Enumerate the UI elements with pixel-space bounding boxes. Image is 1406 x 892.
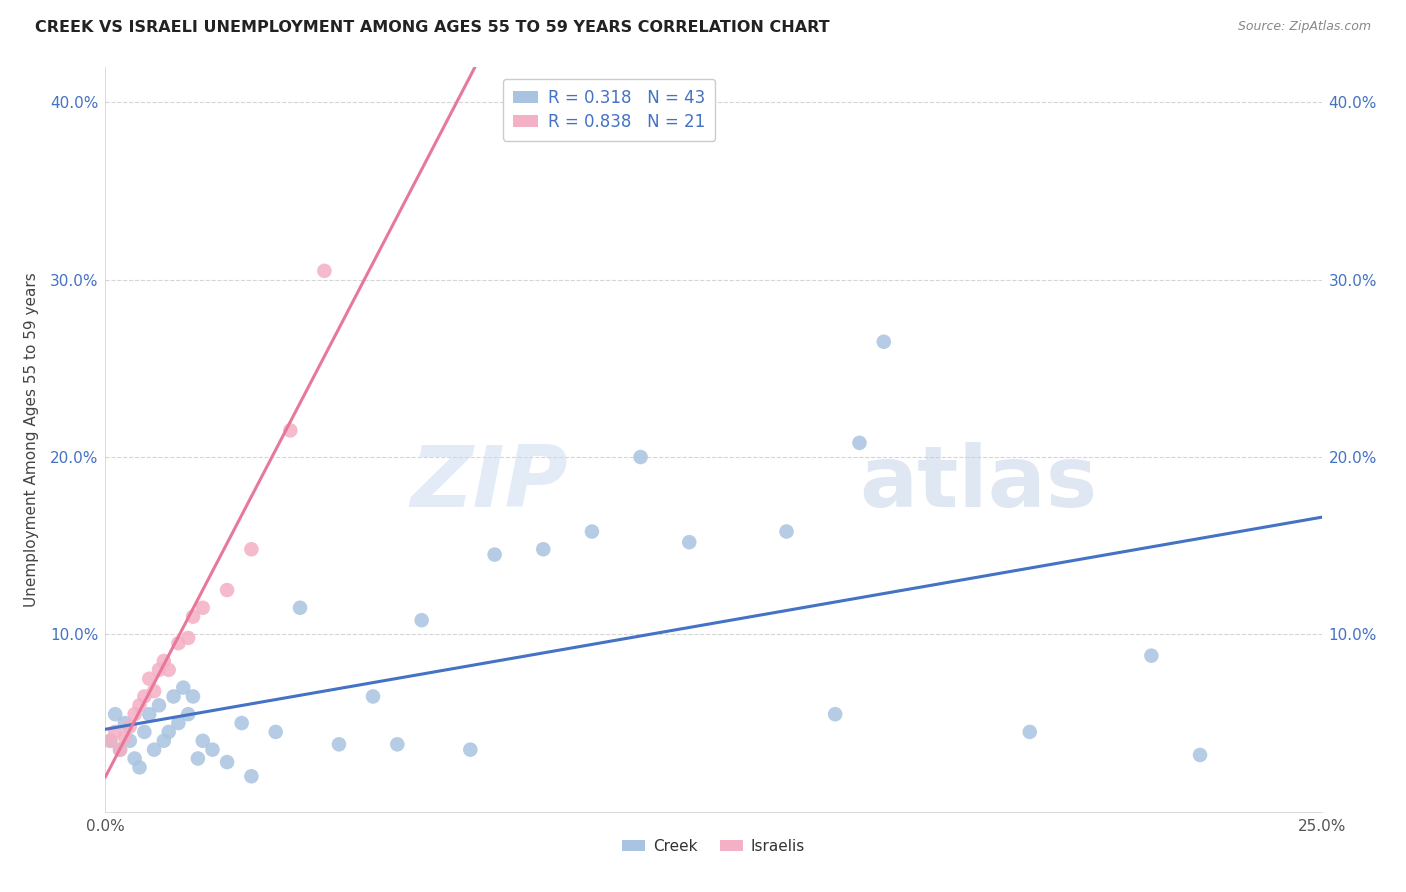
Point bbox=[361, 690, 384, 704]
Point bbox=[124, 707, 146, 722]
Point bbox=[128, 760, 150, 774]
Point bbox=[157, 725, 180, 739]
Point bbox=[143, 684, 166, 698]
Point bbox=[134, 690, 156, 704]
Point bbox=[124, 751, 146, 765]
Point bbox=[264, 725, 287, 739]
Point bbox=[114, 730, 136, 744]
Point bbox=[201, 742, 224, 756]
Point bbox=[98, 733, 121, 747]
Text: CREEK VS ISRAELI UNEMPLOYMENT AMONG AGES 55 TO 59 YEARS CORRELATION CHART: CREEK VS ISRAELI UNEMPLOYMENT AMONG AGES… bbox=[35, 20, 830, 35]
Point bbox=[1189, 747, 1212, 762]
Point bbox=[177, 707, 200, 722]
Point bbox=[181, 690, 204, 704]
Point bbox=[148, 698, 170, 713]
Point bbox=[1018, 725, 1040, 739]
Point bbox=[104, 725, 127, 739]
Point bbox=[157, 663, 180, 677]
Point bbox=[678, 535, 700, 549]
Point bbox=[108, 742, 131, 756]
Point bbox=[824, 707, 846, 722]
Point bbox=[278, 424, 301, 438]
Text: ZIP: ZIP bbox=[411, 442, 568, 525]
Point bbox=[143, 742, 166, 756]
Point bbox=[240, 769, 263, 783]
Point bbox=[288, 600, 311, 615]
Point bbox=[162, 690, 184, 704]
Point bbox=[98, 733, 121, 747]
Point bbox=[630, 450, 652, 464]
Point bbox=[138, 672, 160, 686]
Point bbox=[217, 755, 239, 769]
Point bbox=[240, 542, 263, 557]
Point bbox=[118, 720, 141, 734]
Point bbox=[1140, 648, 1163, 663]
Legend: Creek, Israelis: Creek, Israelis bbox=[616, 833, 811, 860]
Point bbox=[231, 716, 253, 731]
Point bbox=[181, 609, 204, 624]
Point bbox=[153, 654, 176, 668]
Point bbox=[314, 264, 336, 278]
Point bbox=[191, 600, 214, 615]
Point bbox=[581, 524, 603, 539]
Point bbox=[172, 681, 194, 695]
Point bbox=[148, 663, 170, 677]
Point bbox=[484, 548, 506, 562]
Point bbox=[411, 613, 433, 627]
Point bbox=[114, 716, 136, 731]
Point bbox=[328, 737, 350, 751]
Point bbox=[191, 733, 214, 747]
Text: Source: ZipAtlas.com: Source: ZipAtlas.com bbox=[1237, 20, 1371, 33]
Point bbox=[128, 698, 150, 713]
Point bbox=[134, 725, 156, 739]
Point bbox=[217, 582, 239, 597]
Point bbox=[167, 636, 190, 650]
Y-axis label: Unemployment Among Ages 55 to 59 years: Unemployment Among Ages 55 to 59 years bbox=[24, 272, 39, 607]
Point bbox=[387, 737, 409, 751]
Point bbox=[873, 334, 896, 349]
Point bbox=[104, 707, 127, 722]
Point bbox=[118, 733, 141, 747]
Point bbox=[108, 742, 131, 756]
Point bbox=[775, 524, 797, 539]
Point bbox=[848, 435, 870, 450]
Point bbox=[458, 742, 481, 756]
Point bbox=[167, 716, 190, 731]
Text: atlas: atlas bbox=[859, 442, 1098, 525]
Point bbox=[153, 733, 176, 747]
Point bbox=[138, 707, 160, 722]
Point bbox=[187, 751, 209, 765]
Point bbox=[177, 631, 200, 645]
Point bbox=[531, 542, 554, 557]
